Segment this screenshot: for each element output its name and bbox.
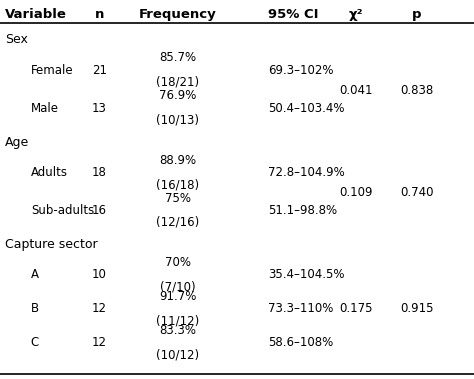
Text: 0.175: 0.175: [339, 302, 372, 315]
Text: 69.3–102%: 69.3–102%: [268, 64, 333, 77]
Text: 13: 13: [92, 102, 107, 114]
Text: 58.6–108%: 58.6–108%: [268, 337, 333, 349]
Text: 10: 10: [92, 268, 107, 281]
Text: A: A: [31, 268, 39, 281]
Text: Adults: Adults: [31, 166, 68, 179]
Text: (11/12): (11/12): [156, 315, 200, 327]
Text: (12/16): (12/16): [156, 216, 200, 229]
Text: (10/12): (10/12): [156, 349, 199, 362]
Text: Sex: Sex: [5, 33, 27, 46]
Text: 72.8–104.9%: 72.8–104.9%: [268, 166, 345, 179]
Text: 12: 12: [92, 337, 107, 349]
Text: (10/13): (10/13): [156, 114, 199, 127]
Text: Capture sector: Capture sector: [5, 238, 97, 251]
Text: (7/10): (7/10): [160, 280, 196, 293]
Text: 76.9%: 76.9%: [159, 89, 196, 102]
Text: 73.3–110%: 73.3–110%: [268, 302, 333, 315]
Text: (16/18): (16/18): [156, 178, 199, 191]
Text: 0.109: 0.109: [339, 186, 372, 199]
Text: 21: 21: [92, 64, 107, 77]
Text: 88.9%: 88.9%: [159, 154, 196, 167]
Text: C: C: [31, 337, 39, 349]
Text: 75%: 75%: [165, 192, 191, 205]
Text: 70%: 70%: [165, 256, 191, 269]
Text: n: n: [95, 8, 104, 20]
Text: B: B: [31, 302, 39, 315]
Text: p: p: [412, 8, 422, 20]
Text: Sub-adults: Sub-adults: [31, 204, 94, 217]
Text: 50.4–103.4%: 50.4–103.4%: [268, 102, 344, 114]
Text: 83.3%: 83.3%: [159, 324, 196, 337]
Text: 91.7%: 91.7%: [159, 290, 196, 303]
Text: 35.4–104.5%: 35.4–104.5%: [268, 268, 344, 281]
Text: Female: Female: [31, 64, 73, 77]
Text: 0.041: 0.041: [339, 84, 372, 97]
Text: 0.740: 0.740: [401, 186, 434, 199]
Text: 16: 16: [92, 204, 107, 217]
Text: 0.838: 0.838: [401, 84, 434, 97]
Text: 85.7%: 85.7%: [159, 52, 196, 64]
Text: Male: Male: [31, 102, 59, 114]
Text: 95% CI: 95% CI: [268, 8, 319, 20]
Text: 18: 18: [92, 166, 107, 179]
Text: 12: 12: [92, 302, 107, 315]
Text: (18/21): (18/21): [156, 76, 199, 89]
Text: Frequency: Frequency: [139, 8, 217, 20]
Text: Age: Age: [5, 136, 29, 149]
Text: 51.1–98.8%: 51.1–98.8%: [268, 204, 337, 217]
Text: χ²: χ²: [348, 8, 363, 20]
Text: 0.915: 0.915: [401, 302, 434, 315]
Text: Variable: Variable: [5, 8, 67, 20]
